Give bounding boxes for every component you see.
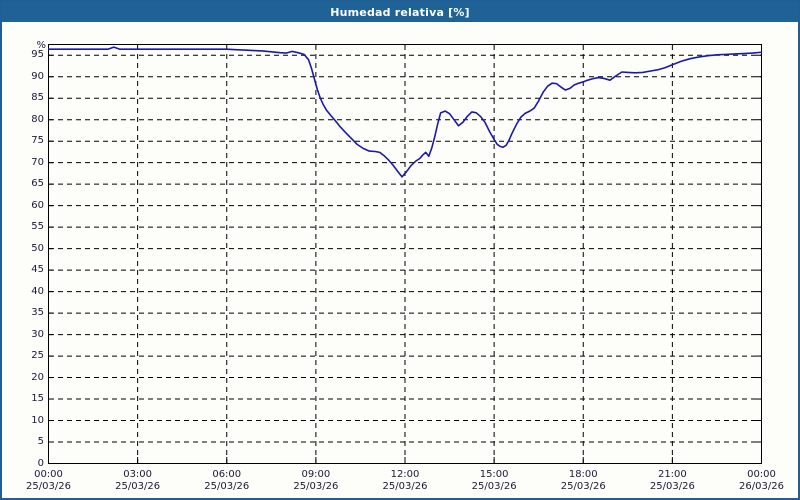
x-tick-time: 06:00 <box>212 469 242 480</box>
axis-ticks <box>48 54 762 464</box>
x-tick-time: 09:00 <box>301 469 331 480</box>
y-axis-tick-label: 65 <box>31 178 44 190</box>
y-axis-tick-label: 10 <box>31 414 44 426</box>
x-axis-tick-label: 00:00 25/03/26 <box>14 469 84 493</box>
x-tick-time: 03:00 <box>123 469 153 480</box>
y-axis-tick-label: 40 <box>31 285 44 297</box>
x-tick-time: 21:00 <box>657 469 687 480</box>
x-tick-time: 00:00 <box>34 469 63 480</box>
x-axis-tick-label: 03:00 25/03/26 <box>103 469 173 493</box>
page-title: Humedad relativa [%] <box>330 5 470 19</box>
y-axis-tick-label: 70 <box>31 156 44 168</box>
y-axis-tick-label: 20 <box>31 371 44 383</box>
x-tick-date: 25/03/26 <box>293 481 339 492</box>
y-axis-tick-label: 90 <box>31 70 44 82</box>
humidity-series-line <box>48 46 762 178</box>
y-axis-tick-label: 75 <box>31 135 44 147</box>
y-axis-tick-label: 80 <box>31 113 44 125</box>
x-axis-tick-label: 12:00 25/03/26 <box>370 469 440 493</box>
y-axis-tick-label: 35 <box>31 307 44 319</box>
x-tick-date: 25/03/26 <box>382 481 428 492</box>
x-tick-date: 25/03/26 <box>204 481 250 492</box>
humidity-line-chart <box>48 44 762 464</box>
vertical-gridlines <box>137 45 673 463</box>
y-axis-tick-label: 45 <box>31 264 44 276</box>
x-tick-time: 12:00 <box>390 469 420 480</box>
x-tick-date: 25/03/26 <box>649 481 695 492</box>
y-axis-tick-label: 5 <box>37 436 44 447</box>
y-axis-tick-label: 55 <box>31 221 44 233</box>
plot-area <box>48 44 762 464</box>
x-tick-date: 25/03/26 <box>115 481 161 492</box>
x-axis-tick-label: 09:00 25/03/26 <box>281 469 351 493</box>
y-axis-tick-label: 30 <box>31 328 44 340</box>
y-axis-tick-label: 15 <box>31 393 44 405</box>
y-axis-tick-label: 25 <box>31 350 44 362</box>
x-tick-date: 26/03/26 <box>739 481 784 492</box>
x-tick-date: 25/03/26 <box>26 481 71 492</box>
x-tick-time: 15:00 <box>479 469 509 480</box>
y-axis-tick-label: 85 <box>31 92 44 104</box>
y-axis-tick-label: 95 <box>31 49 44 61</box>
y-axis-unit-label: % <box>36 40 46 51</box>
x-axis-tick-label: 15:00 25/03/26 <box>459 469 529 493</box>
y-axis-tick-label: 50 <box>31 242 44 254</box>
y-axis-tick-label: 60 <box>31 199 44 211</box>
x-tick-time: 18:00 <box>568 469 598 480</box>
window-title-bar: Humedad relativa [%] <box>2 2 798 22</box>
x-tick-date: 25/03/26 <box>560 481 606 492</box>
y-axis-tick-label: 0 <box>37 457 44 469</box>
x-axis-tick-label: 18:00 25/03/26 <box>548 469 618 493</box>
x-axis-tick-label: 06:00 25/03/26 <box>192 469 262 493</box>
x-tick-time: 00:00 <box>747 469 776 480</box>
x-axis-tick-label: 21:00 25/03/26 <box>637 469 707 493</box>
x-axis-tick-label: 00:00 26/03/26 <box>727 469 797 493</box>
x-tick-date: 25/03/26 <box>471 481 517 492</box>
